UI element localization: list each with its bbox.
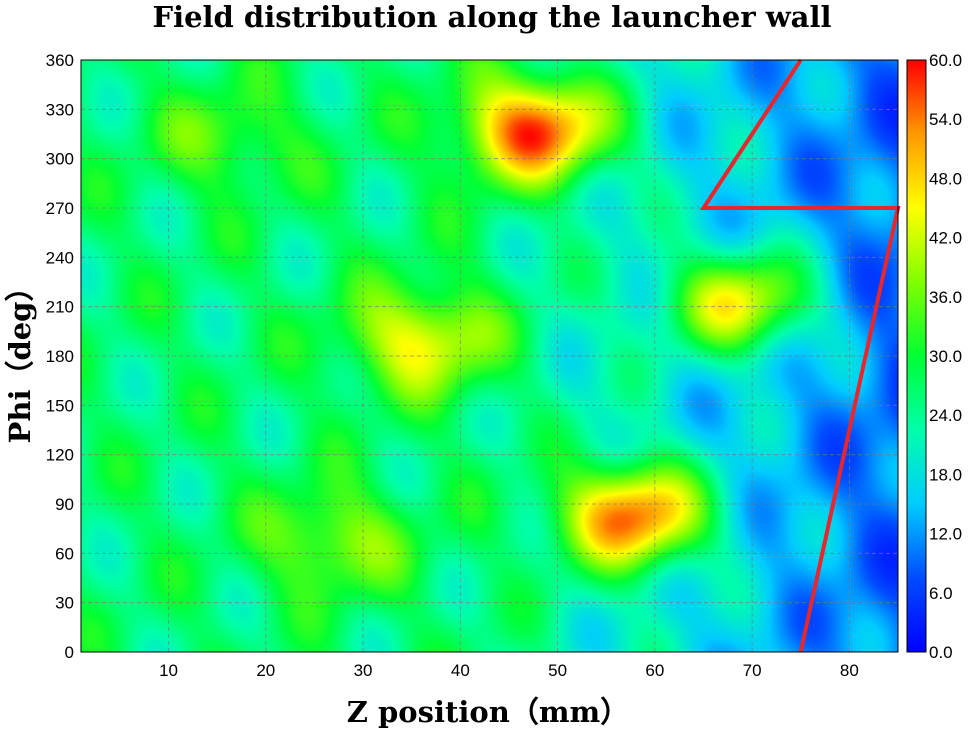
plot-frame	[80, 59, 899, 653]
y-tick-label: 30	[55, 594, 74, 613]
x-tick-label: 70	[743, 661, 762, 680]
colorbar-tick-label: 24.0	[929, 406, 962, 425]
y-tick-label: 90	[55, 495, 74, 514]
x-tick-labels: 10 20 30 40 50 60 70 80	[159, 661, 859, 680]
grid-layer	[81, 60, 898, 652]
y-tick-label: 120	[46, 446, 74, 465]
colorbar-tick-label: 30.0	[929, 347, 962, 366]
colorbar-tick-label: 54.0	[929, 110, 962, 129]
y-tick-label: 150	[46, 396, 74, 415]
colorbar-tick-label: 18.0	[929, 465, 962, 484]
x-tick-label: 20	[256, 661, 275, 680]
colorbar-tick-label: 12.0	[929, 525, 962, 544]
y-tick-label: 60	[55, 544, 74, 563]
x-tick-label: 40	[451, 661, 470, 680]
y-tick-label: 210	[46, 298, 74, 317]
colorbar-tick-labels: 0.0 6.0 12.0 18.0 24.0 30.0 36.0 42.0 48.0 54.0 60…	[929, 51, 962, 662]
x-tick-label: 10	[159, 661, 178, 680]
colorbar-tick-label: 60.0	[929, 51, 962, 70]
colorbar-tick-label: 48.0	[929, 169, 962, 188]
x-tick-label: 50	[548, 661, 567, 680]
chart-title: Field distribution along the launcher wa…	[152, 0, 831, 34]
x-axis-title: Z position（mm）	[347, 695, 629, 729]
y-tick-label: 270	[46, 199, 74, 218]
colorbar-tick-label: 36.0	[929, 288, 962, 307]
y-tick-label: 0	[65, 643, 74, 662]
y-tick-label: 330	[46, 100, 74, 119]
colorbar-tick-label: 0.0	[929, 643, 953, 662]
colorbar	[907, 60, 926, 652]
x-tick-label: 60	[645, 661, 664, 680]
colorbar-frame	[906, 59, 927, 653]
y-tick-label: 180	[46, 347, 74, 366]
y-axis-title: Phi（deg）	[3, 273, 37, 444]
y-tick-labels: 0 30 60 90 120 150 180 210 240 270 300 330 360	[46, 51, 74, 662]
y-tick-label: 240	[46, 248, 74, 267]
colorbar-tick-label: 42.0	[929, 229, 962, 248]
x-tick-label: 80	[840, 661, 859, 680]
y-tick-label: 300	[46, 150, 74, 169]
cut-line-path	[699, 58, 901, 653]
colorbar-tick-label: 6.0	[929, 584, 953, 603]
y-tick-label: 360	[46, 51, 74, 70]
cut-line	[699, 58, 901, 653]
x-tick-label: 30	[354, 661, 373, 680]
